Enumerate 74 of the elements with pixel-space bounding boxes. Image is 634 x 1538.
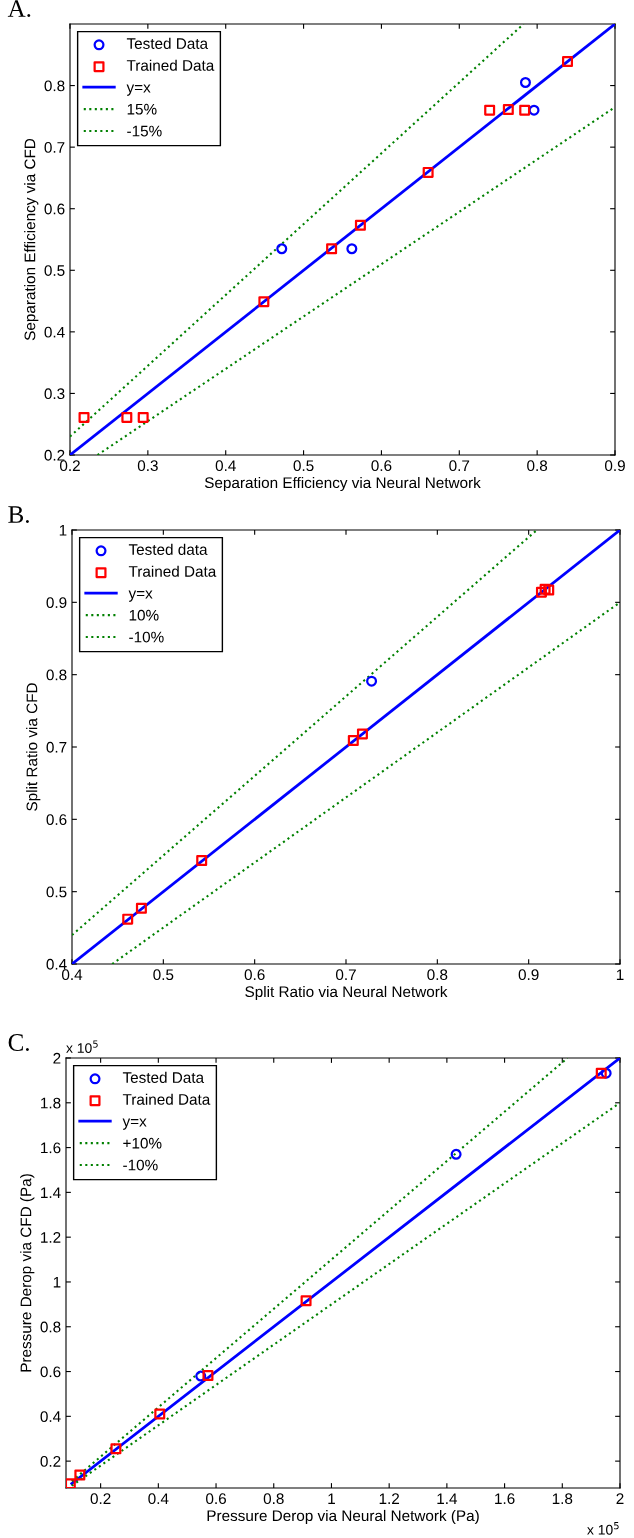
x-tick-label: 1.6 bbox=[495, 1493, 515, 1505]
x-tick-label: 0.7 bbox=[449, 460, 470, 472]
x-tick-label: 0.2 bbox=[90, 1493, 111, 1505]
y-tick-label: 0.6 bbox=[46, 814, 67, 826]
x-tick-label: 1 bbox=[616, 969, 624, 980]
legend-label: +10% bbox=[123, 1137, 162, 1149]
y-tick-label: 0.4 bbox=[44, 326, 65, 338]
y-tick-label: 0.2 bbox=[40, 1455, 61, 1467]
y-tick-label: 0.9 bbox=[46, 597, 67, 609]
x-tick-label: 0.6 bbox=[206, 1493, 226, 1505]
legend-label: 10% bbox=[129, 609, 159, 621]
x-tick-label: 0.6 bbox=[244, 969, 265, 981]
x-tick-label: 1.8 bbox=[552, 1493, 573, 1505]
y-tick-label: 0.8 bbox=[46, 669, 67, 681]
x-tick-label: 0.4 bbox=[61, 969, 83, 981]
legend-label: Tested Data bbox=[126, 37, 209, 49]
y-tick-label: 0.5 bbox=[44, 265, 65, 276]
legend-label: y=x bbox=[128, 590, 153, 602]
y-tick-label: 0.5 bbox=[46, 886, 67, 898]
x-tick-label: 0.8 bbox=[427, 969, 448, 981]
y-tick-label: 0.4 bbox=[40, 1411, 61, 1423]
y-tick-label: 0.2 bbox=[44, 449, 65, 461]
legend-label: Trained Data bbox=[128, 565, 217, 577]
legend-label: -10% bbox=[123, 1159, 158, 1171]
x-tick-label: 0.6 bbox=[371, 460, 392, 472]
y-tick-label: 1 bbox=[59, 525, 67, 536]
x-tick-label: 0.7 bbox=[335, 969, 356, 981]
y-tick-label: 0.8 bbox=[40, 1321, 61, 1333]
x-tick-label: 0.8 bbox=[527, 460, 548, 472]
chart-title: A. bbox=[7, 0, 31, 18]
x-tick-label: 0.9 bbox=[518, 969, 539, 981]
y-axis-title: Pressure Derop via CFD (Pa) bbox=[20, 1174, 35, 1372]
x-tick-label: 0.8 bbox=[263, 1493, 284, 1505]
y-tick-label: 0.7 bbox=[44, 142, 65, 153]
y-axis-title: Separation Efficiency via CFD bbox=[24, 138, 39, 341]
text: x 10$^{5}$ bbox=[587, 1522, 619, 1535]
y-tick-label: 0.8 bbox=[44, 80, 65, 92]
legend-label: Trained Data bbox=[122, 1093, 211, 1105]
y-axis-title: Split Ratio via CFD bbox=[26, 683, 41, 811]
x-tick-label: 0.9 bbox=[604, 460, 625, 472]
y-tick-label: 0.6 bbox=[40, 1366, 61, 1378]
x-tick-label: 1.4 bbox=[437, 1493, 458, 1504]
y-tick-label: 1.4 bbox=[41, 1187, 61, 1198]
x-tick-label: 0.3 bbox=[137, 460, 158, 472]
y-tick-label: 2 bbox=[53, 1052, 61, 1064]
chart-title: B. bbox=[8, 506, 29, 524]
legend-label: 15% bbox=[127, 103, 157, 115]
y-tick-label: 1 bbox=[53, 1276, 61, 1288]
y-tick-label: 1.6 bbox=[41, 1142, 61, 1154]
x-tick-label: 0.4 bbox=[148, 1493, 169, 1505]
y-tick-label: 0.6 bbox=[44, 203, 65, 215]
chart-title: C. bbox=[8, 1034, 29, 1052]
x-tick-label: 0.5 bbox=[153, 969, 174, 981]
x-axis-title: Separation Efficiency via Neural Network bbox=[204, 476, 481, 492]
legend-label: -10% bbox=[129, 631, 164, 643]
x-tick-label: 1 bbox=[328, 1493, 335, 1504]
legend-label: Tested data bbox=[128, 543, 208, 555]
y-tick-label: 0.7 bbox=[46, 741, 67, 753]
x-axis-title: Split Ratio via Neural Network bbox=[245, 985, 448, 1001]
legend-label: y=x bbox=[126, 84, 151, 96]
y-tick-label: 1.8 bbox=[41, 1097, 61, 1109]
x-tick-label: 0.4 bbox=[215, 460, 236, 472]
y-tick-label: 0.4 bbox=[46, 958, 67, 970]
legend-label: y=x bbox=[122, 1118, 147, 1130]
text: x 10$^{5}$ bbox=[66, 1040, 98, 1054]
y-tick-label: 1.2 bbox=[41, 1232, 61, 1243]
legend-label: Trained Data bbox=[126, 59, 215, 71]
x-tick-label: 1.2 bbox=[379, 1493, 400, 1504]
x-tick-label: 2 bbox=[616, 1493, 624, 1504]
x-tick-label: 0.5 bbox=[293, 460, 314, 472]
legend-label: Tested Data bbox=[122, 1071, 205, 1083]
legend-label: -15% bbox=[127, 125, 162, 137]
x-axis-title: Pressure Derop via Neural Network (Pa) bbox=[207, 1509, 479, 1525]
y-tick-label: 0.3 bbox=[44, 388, 65, 400]
